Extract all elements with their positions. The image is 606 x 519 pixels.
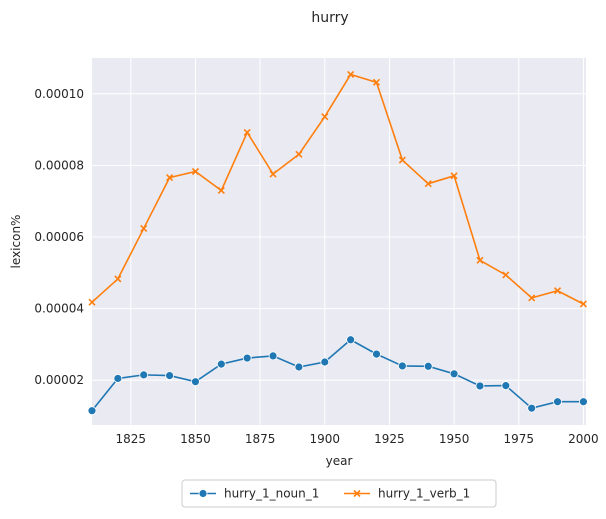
marker-stroke bbox=[88, 298, 96, 306]
y-axis-label: lexicon% bbox=[9, 215, 23, 269]
x-tick-label: 1875 bbox=[245, 432, 276, 446]
x-tick-label: 1975 bbox=[503, 432, 534, 446]
marker-stroke bbox=[243, 128, 251, 137]
data-point bbox=[114, 275, 122, 283]
data-point bbox=[553, 397, 562, 407]
x-tick-label: 1850 bbox=[180, 432, 211, 446]
x-tick-label: 1925 bbox=[374, 432, 405, 446]
data-point bbox=[139, 370, 149, 380]
data-point bbox=[268, 351, 278, 361]
data-point bbox=[320, 357, 330, 367]
data-point bbox=[502, 271, 510, 279]
data-point bbox=[87, 406, 97, 416]
data-point bbox=[346, 335, 356, 345]
marker-stroke bbox=[424, 180, 432, 188]
marker-stroke bbox=[295, 150, 303, 158]
marker-stroke bbox=[372, 78, 381, 86]
legend-label: hurry_1_verb_1 bbox=[378, 487, 470, 501]
series-hurry_1_verb_1 bbox=[88, 70, 587, 308]
data-point bbox=[321, 113, 329, 121]
data-point bbox=[397, 361, 407, 371]
y-tick-label: 0.00008 bbox=[34, 158, 84, 172]
data-point bbox=[423, 361, 433, 371]
data-point bbox=[501, 381, 511, 391]
data-point bbox=[449, 369, 459, 379]
marker-stroke bbox=[553, 287, 562, 295]
data-point bbox=[243, 128, 251, 137]
data-point bbox=[528, 294, 536, 302]
marker-stroke bbox=[321, 113, 329, 121]
x-tick-label: 2000 bbox=[568, 432, 599, 446]
data-point bbox=[527, 403, 537, 413]
series-lines bbox=[87, 70, 588, 416]
marker-stroke bbox=[528, 294, 536, 302]
marker-stroke bbox=[579, 300, 587, 308]
data-point bbox=[88, 298, 96, 306]
data-point bbox=[450, 172, 458, 180]
x-tick-label: 1825 bbox=[116, 432, 147, 446]
marker-stroke bbox=[347, 70, 355, 79]
legend-marker bbox=[353, 489, 361, 498]
legend-box bbox=[181, 479, 497, 508]
marker-stroke bbox=[166, 174, 174, 182]
data-point bbox=[424, 180, 432, 188]
data-point bbox=[113, 374, 123, 383]
y-tick-label: 0.00010 bbox=[34, 87, 84, 101]
series-hurry_1_noun_1 bbox=[87, 335, 588, 416]
data-point bbox=[166, 174, 174, 182]
data-point bbox=[579, 300, 587, 308]
data-point bbox=[191, 377, 200, 387]
data-point bbox=[191, 167, 200, 176]
marker-stroke bbox=[191, 167, 200, 176]
marker-stroke bbox=[269, 170, 277, 178]
data-point bbox=[475, 381, 485, 391]
marker-stroke bbox=[114, 275, 122, 283]
data-point bbox=[398, 156, 406, 164]
data-point bbox=[217, 186, 225, 195]
legend-entry: hurry_1_verb_1 bbox=[344, 487, 470, 501]
data-point bbox=[476, 256, 484, 264]
data-point bbox=[347, 70, 355, 79]
plot-area bbox=[92, 58, 586, 425]
data-point bbox=[295, 150, 303, 158]
y-tick-label: 0.00006 bbox=[34, 230, 84, 244]
chart-title: hurry bbox=[311, 10, 348, 26]
marker-stroke bbox=[450, 172, 458, 180]
data-point bbox=[216, 359, 226, 369]
data-point bbox=[372, 78, 381, 86]
marker-stroke bbox=[502, 271, 510, 279]
x-tick-label: 1900 bbox=[310, 432, 341, 446]
marker-stroke bbox=[217, 186, 225, 195]
ticks: 1825 1850 1875 1900 1925 1950 1975 2000 0.00002 0… bbox=[34, 87, 598, 446]
data-point bbox=[579, 397, 588, 407]
marker-stroke bbox=[398, 156, 406, 164]
data-point bbox=[269, 170, 277, 178]
data-point bbox=[294, 362, 304, 372]
data-point bbox=[372, 349, 381, 359]
marker-stroke bbox=[353, 489, 361, 498]
y-tick-label: 0.00004 bbox=[34, 302, 84, 316]
series-line bbox=[91, 73, 584, 305]
data-point bbox=[140, 224, 148, 232]
marker-stroke bbox=[140, 224, 148, 232]
data-point bbox=[242, 353, 252, 363]
x-axis-label: year bbox=[326, 454, 353, 468]
marker-stroke bbox=[476, 256, 484, 264]
data-point bbox=[553, 287, 562, 295]
y-tick-label: 0.00002 bbox=[34, 373, 84, 387]
data-point bbox=[165, 371, 174, 380]
legend-label: hurry_1_noun_1 bbox=[224, 487, 319, 501]
legend-marker bbox=[198, 489, 208, 498]
legend-entry: hurry_1_noun_1 bbox=[190, 487, 319, 501]
x-tick-label: 1950 bbox=[439, 432, 470, 446]
legend: hurry_1_noun_1 hurry_1_verb_1 bbox=[181, 479, 497, 508]
